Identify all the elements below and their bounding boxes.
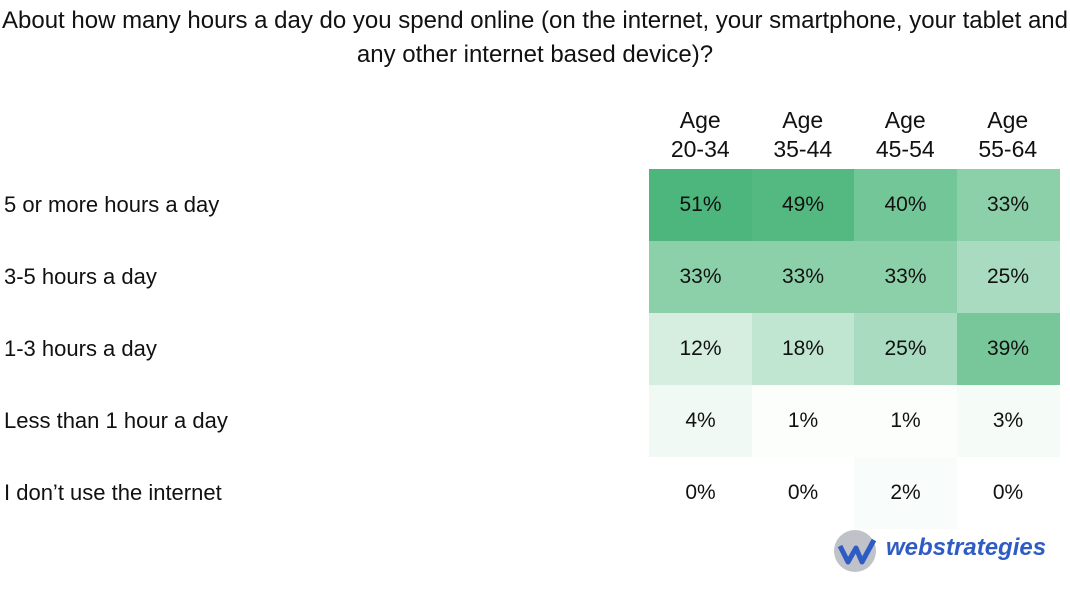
heat-cell: 49% xyxy=(751,169,855,241)
row-label: 3-5 hours a day xyxy=(4,264,157,289)
cell-label: 33% xyxy=(679,265,722,288)
heat-cell: 0% xyxy=(956,457,1060,529)
heat-cell: 33% xyxy=(751,241,855,313)
heat-cell: 4% xyxy=(649,385,752,457)
cell-label: 0% xyxy=(787,481,819,504)
cell-label: 25% xyxy=(986,265,1030,288)
cell-label: 40% xyxy=(884,193,927,216)
heat-cell: 51% xyxy=(649,169,752,241)
heat-cell: 0% xyxy=(649,457,752,529)
cell-label: 33% xyxy=(986,193,1030,216)
heat-cell: 33% xyxy=(854,241,957,313)
heat-cell: 18% xyxy=(751,313,855,385)
cell-label: 25% xyxy=(884,337,927,360)
heat-cell: 1% xyxy=(751,385,855,457)
cell-label: 49% xyxy=(781,193,825,216)
row-label: Less than 1 hour a day xyxy=(4,408,228,433)
column-header: Age 45-54 xyxy=(875,107,935,162)
heat-cell: 25% xyxy=(854,313,957,385)
cell-label: 3% xyxy=(992,409,1024,432)
cell-label: 0% xyxy=(992,481,1024,504)
cell-label: 1% xyxy=(890,409,921,432)
cell-label: 18% xyxy=(781,337,825,360)
heat-cell: 12% xyxy=(649,313,752,385)
row-label: 1-3 hours a day xyxy=(4,336,157,361)
logo-icon xyxy=(834,530,877,572)
cell-label: 51% xyxy=(679,193,722,216)
column-header: Age 20-34 xyxy=(670,107,730,162)
heat-cell: 33% xyxy=(649,241,752,313)
heat-cell: 40% xyxy=(854,169,957,241)
cell-label: 1% xyxy=(787,409,819,432)
heat-cell: 33% xyxy=(956,169,1060,241)
logo: webstrategies xyxy=(832,528,1062,574)
heat-cell: 25% xyxy=(956,241,1060,313)
cell-label: 33% xyxy=(884,265,927,288)
heat-cell: 0% xyxy=(751,457,855,529)
logo-text: webstrategies xyxy=(886,534,1047,561)
row-label: I don’t use the internet xyxy=(4,480,222,505)
heat-cell: 2% xyxy=(854,457,957,529)
heat-cell: 1% xyxy=(854,385,957,457)
column-header: Age 55-64 xyxy=(978,107,1038,162)
heat-cell: 3% xyxy=(956,385,1060,457)
row-label: 5 or more hours a day xyxy=(4,192,220,217)
heat-cell: 39% xyxy=(956,313,1060,385)
cell-label: 4% xyxy=(685,409,716,432)
cell-label: 33% xyxy=(781,265,825,288)
cell-label: 12% xyxy=(679,337,722,360)
chart-title: About how many hours a day do you spend … xyxy=(1,7,1068,68)
cell-label: 0% xyxy=(685,481,716,504)
column-header: Age 35-44 xyxy=(773,107,833,162)
cell-label: 39% xyxy=(986,337,1030,360)
cell-label: 2% xyxy=(890,481,921,504)
